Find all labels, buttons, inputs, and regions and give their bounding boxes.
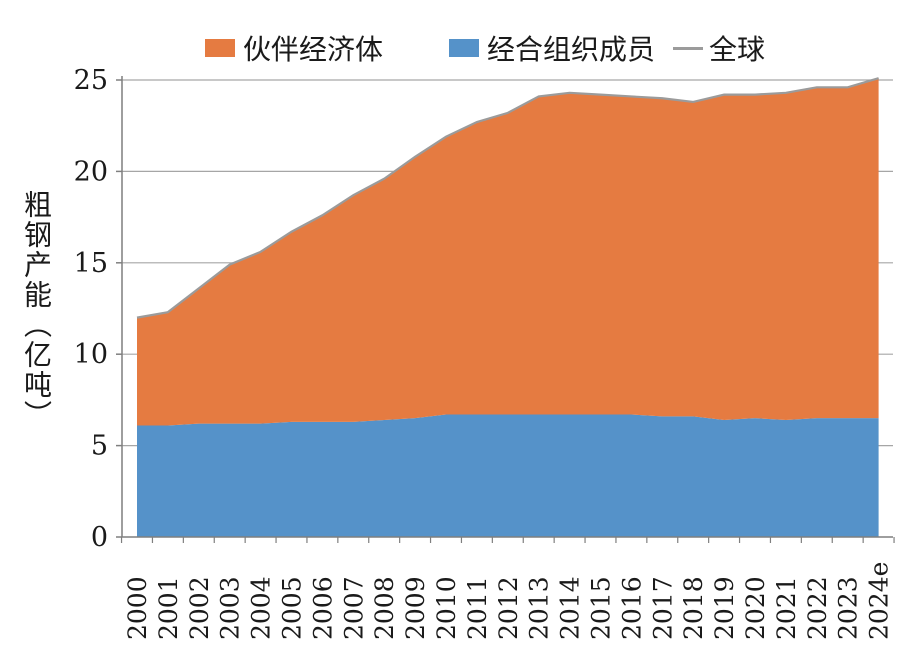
x-tick-label: 2017 — [648, 576, 677, 640]
y-tick-label: 0 — [91, 522, 108, 553]
area-partner — [137, 78, 879, 426]
x-tick-label: 2019 — [710, 576, 739, 640]
x-tick-label: 2000 — [123, 576, 152, 640]
x-tick-label: 2013 — [525, 576, 554, 640]
x-tick-label: 2014 — [556, 576, 585, 640]
legend-swatch-partner — [205, 39, 235, 57]
x-tick-label: 2006 — [308, 576, 337, 640]
legend-swatch-oecd — [449, 39, 480, 57]
line-global — [136, 77, 879, 319]
x-tick-label: 2010 — [432, 576, 461, 640]
y-tick-label: 10 — [74, 339, 108, 370]
x-tick-label: 2024e — [865, 562, 894, 640]
y-tick-label: 25 — [74, 65, 108, 96]
legend-label-partner: 伙伴经济体 — [243, 33, 384, 66]
x-tick-label: 2003 — [216, 576, 245, 640]
legend-item-partner: 伙伴经济体 — [205, 28, 383, 68]
legend-item-global: 全球 — [673, 28, 765, 68]
y-axis-title: 粗钢产能（亿吨） — [20, 190, 53, 430]
x-tick-label: 2002 — [185, 576, 214, 640]
x-tick-label: 2007 — [339, 576, 368, 640]
x-tick-label: 2001 — [154, 576, 183, 640]
area-oecd — [137, 414, 879, 537]
y-tick-label: 5 — [91, 431, 108, 462]
y-axis-title-wrap: 粗钢产能（亿吨） — [6, 120, 66, 500]
legend: 伙伴经济体 经合组织成员 全球 — [205, 28, 765, 68]
x-tick-label: 2012 — [494, 576, 523, 640]
x-tick-label: 2021 — [772, 576, 801, 640]
x-tick-label: 2009 — [401, 576, 430, 640]
x-tick-label: 2004 — [247, 576, 276, 640]
x-tick-label: 2015 — [587, 576, 616, 640]
y-tick-label: 15 — [74, 248, 108, 279]
x-tick-label: 2020 — [741, 576, 770, 640]
x-tick-label: 2023 — [834, 576, 863, 640]
legend-label-oecd: 经合组织成员 — [487, 33, 656, 66]
x-tick-label: 2022 — [803, 576, 832, 640]
x-tick-label: 2018 — [679, 576, 708, 640]
y-tick-label: 20 — [74, 156, 108, 187]
x-tick-label: 2008 — [370, 576, 399, 640]
x-tick-label: 2016 — [617, 576, 646, 640]
legend-swatch-global — [673, 46, 704, 50]
legend-item-oecd: 经合组织成员 — [449, 28, 655, 68]
x-tick-label: 2011 — [463, 576, 492, 640]
legend-label-global: 全球 — [709, 33, 766, 66]
x-tick-label: 2005 — [278, 576, 307, 640]
